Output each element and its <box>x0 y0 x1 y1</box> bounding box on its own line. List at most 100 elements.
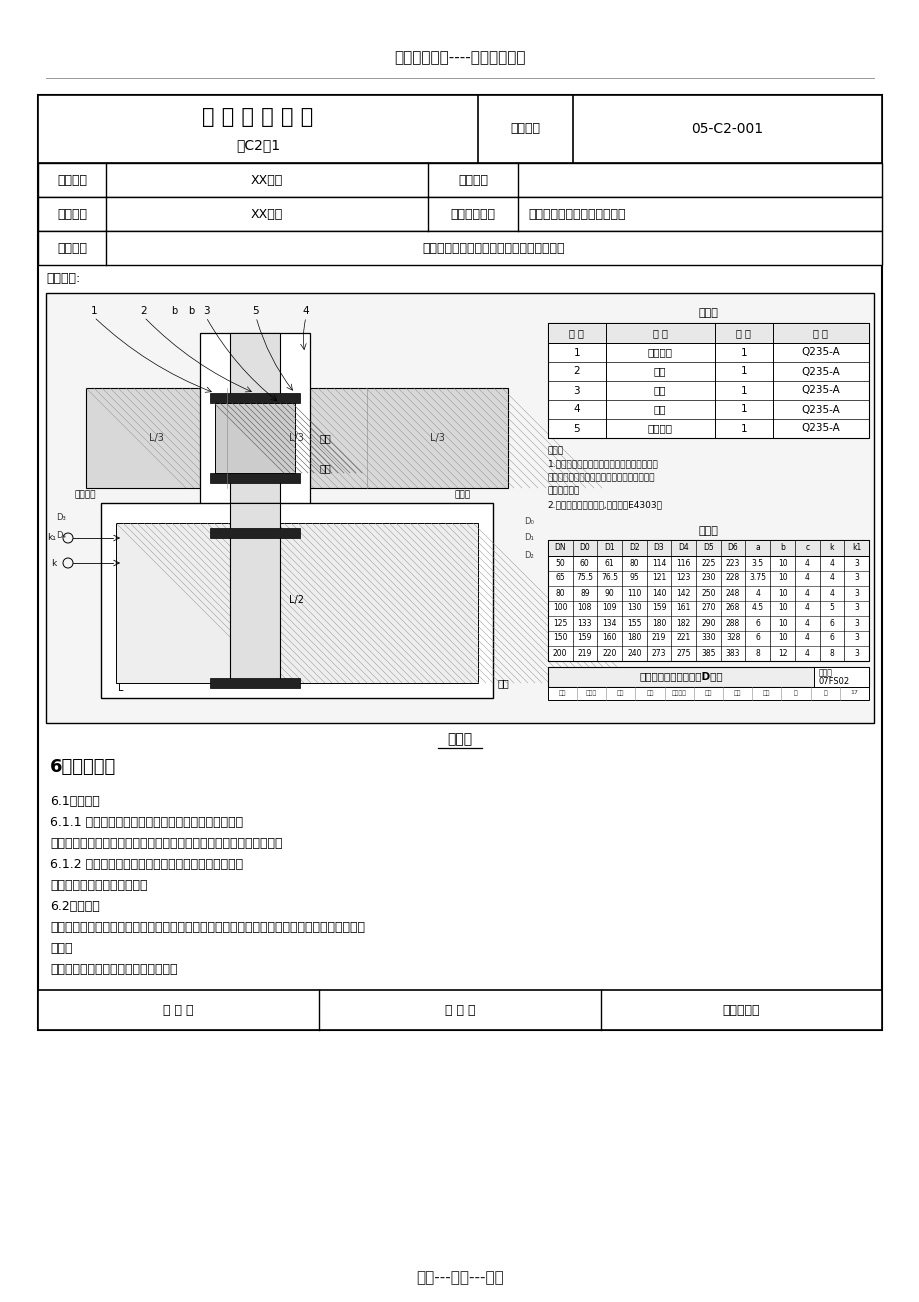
Text: 6: 6 <box>754 618 759 628</box>
Text: 表C2－1: 表C2－1 <box>235 138 279 152</box>
Text: b: b <box>779 543 784 552</box>
Text: 外墙: 外墙 <box>497 678 509 687</box>
Text: 123: 123 <box>675 573 690 582</box>
Text: 校对: 校对 <box>645 690 653 695</box>
Text: 383: 383 <box>725 648 740 658</box>
Text: 2: 2 <box>141 306 147 316</box>
Text: D3: D3 <box>652 543 664 552</box>
Text: 总负责: 总负责 <box>585 690 596 695</box>
Bar <box>547 539 868 556</box>
Text: 17: 17 <box>849 690 857 695</box>
Text: 工程名称: 工程名称 <box>57 173 87 186</box>
Text: 1: 1 <box>740 348 746 358</box>
Text: 125: 125 <box>552 618 567 628</box>
Text: 3: 3 <box>853 573 858 582</box>
Text: D₀: D₀ <box>523 517 533 526</box>
Text: 4.5: 4.5 <box>751 604 763 612</box>
Text: 交 底 人: 交 底 人 <box>444 1004 475 1017</box>
Text: 108: 108 <box>577 604 592 612</box>
Text: Q235-A: Q235-A <box>800 405 839 414</box>
Text: 288: 288 <box>725 618 740 628</box>
Text: 3: 3 <box>853 634 858 642</box>
Bar <box>547 323 868 437</box>
Text: 270: 270 <box>700 604 715 612</box>
Text: Q235-A: Q235-A <box>800 348 839 358</box>
Text: 155: 155 <box>627 618 641 628</box>
Text: 250: 250 <box>700 589 715 598</box>
Text: 110: 110 <box>627 589 641 598</box>
Text: 12: 12 <box>777 648 787 658</box>
Text: 159: 159 <box>577 634 592 642</box>
Text: 80: 80 <box>555 589 564 598</box>
Text: 交底日期: 交底日期 <box>458 173 487 186</box>
Bar <box>38 163 881 197</box>
Text: L/3: L/3 <box>289 434 304 443</box>
Bar <box>199 333 310 543</box>
Text: D0: D0 <box>579 543 590 552</box>
Text: D4: D4 <box>677 543 688 552</box>
Text: D1: D1 <box>604 543 614 552</box>
Text: XX项目: XX项目 <box>251 173 283 186</box>
Text: 3.5: 3.5 <box>751 559 763 568</box>
Text: 133: 133 <box>577 618 592 628</box>
Text: 1: 1 <box>740 423 746 434</box>
Text: 底稿: 底稿 <box>704 690 711 695</box>
Text: c: c <box>804 543 809 552</box>
Text: 4: 4 <box>829 573 834 582</box>
Text: 5: 5 <box>829 604 834 612</box>
Bar <box>214 404 294 473</box>
Bar <box>210 393 300 404</box>
Text: 审 核 人: 审 核 人 <box>164 1004 194 1017</box>
Text: 2: 2 <box>573 366 579 376</box>
Text: 钢管: 钢管 <box>319 464 331 473</box>
Text: 223: 223 <box>725 559 740 568</box>
Text: 50: 50 <box>555 559 564 568</box>
Text: 150: 150 <box>552 634 567 642</box>
Text: 07FS02: 07FS02 <box>818 677 849 686</box>
Text: 2.焊接采用手工电弧焊,焊条型号E4303。: 2.焊接采用手工电弧焊,焊条型号E4303。 <box>547 500 662 509</box>
Text: 尺寸表: 尺寸表 <box>698 526 718 536</box>
Text: a: a <box>754 543 759 552</box>
Text: D5: D5 <box>702 543 713 552</box>
Text: 182: 182 <box>675 618 690 628</box>
Text: 防护密闭套管安装图（D型）: 防护密闭套管安装图（D型） <box>639 672 722 681</box>
Text: 116: 116 <box>675 559 690 568</box>
Text: 3: 3 <box>573 385 579 396</box>
Text: 3: 3 <box>853 604 858 612</box>
Text: 4: 4 <box>829 589 834 598</box>
Text: 6.2一般项目: 6.2一般项目 <box>50 900 99 913</box>
Text: 油麻: 油麻 <box>319 434 331 443</box>
Text: 1: 1 <box>740 385 746 396</box>
Bar <box>813 667 868 686</box>
Text: 05-C2-001: 05-C2-001 <box>691 122 763 135</box>
Text: 61: 61 <box>604 559 614 568</box>
Text: 版: 版 <box>793 690 797 695</box>
Text: 6: 6 <box>829 634 834 642</box>
Text: 220: 220 <box>602 648 616 658</box>
Text: 材 料: 材 料 <box>812 328 827 339</box>
Text: 1: 1 <box>740 405 746 414</box>
Text: 审核: 审核 <box>558 690 565 695</box>
Text: 分项工程名称: 分项工程名称 <box>450 207 495 220</box>
Text: 估量: 估量 <box>762 690 770 695</box>
Text: 交底提要: 交底提要 <box>57 241 87 254</box>
Text: 数 量: 数 量 <box>735 328 750 339</box>
Text: 1: 1 <box>573 348 579 358</box>
Text: 134: 134 <box>602 618 616 628</box>
Text: 3: 3 <box>853 648 858 658</box>
Text: DN: DN <box>554 543 565 552</box>
Text: 228: 228 <box>725 573 740 582</box>
Text: 1.钢管和衬圈焊接后，经镀锌处理，再施行与: 1.钢管和衬圈焊接后，经镀锌处理，再施行与 <box>547 460 658 469</box>
Text: 4: 4 <box>804 573 809 582</box>
Text: 图示二: 图示二 <box>447 732 472 746</box>
Text: 4: 4 <box>804 604 809 612</box>
Text: 施工单位: 施工单位 <box>57 207 87 220</box>
Text: 80: 80 <box>629 559 639 568</box>
Text: 328: 328 <box>725 634 740 642</box>
Bar <box>38 197 881 230</box>
Bar <box>210 529 300 538</box>
Text: 219: 219 <box>577 648 592 658</box>
Text: 6.1主控项目: 6.1主控项目 <box>50 796 99 809</box>
Text: 140: 140 <box>651 589 665 598</box>
Text: 精选优质文档----倾情为你奉上: 精选优质文档----倾情为你奉上 <box>394 51 525 65</box>
